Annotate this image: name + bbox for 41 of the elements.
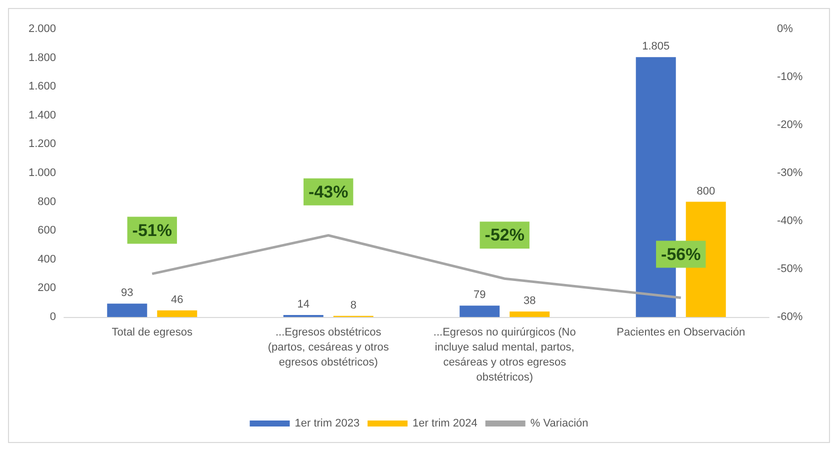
y2-tick-label: -60%: [777, 311, 803, 323]
data-label: -56%: [661, 244, 701, 264]
y-tick-label: 400: [38, 253, 56, 266]
y-tick-label: 800: [38, 196, 56, 208]
y2-tick-label: -30%: [777, 167, 803, 179]
bar: [510, 312, 550, 317]
y-tick-label: 1.600: [28, 80, 56, 93]
data-label: 8: [350, 299, 356, 312]
y-tick-label: 0: [50, 311, 56, 323]
data-label: -43%: [308, 182, 348, 202]
y-tick-label: 1.200: [28, 138, 56, 150]
data-label: 800: [696, 185, 716, 198]
y2-tick-label: -40%: [777, 215, 803, 227]
legend-label: % Variación: [530, 418, 588, 430]
y2-tick-label: -50%: [777, 263, 803, 275]
y2-tick-label: -10%: [777, 71, 803, 83]
bar: [460, 306, 500, 317]
y-tick-label: 1.800: [28, 52, 56, 64]
legend-label: 1er trim 2023: [294, 418, 360, 430]
y-tick-label: 1.400: [28, 109, 56, 122]
legend-label: 1er trim 2024: [412, 418, 478, 430]
y-tick-label: 200: [38, 282, 56, 294]
data-label: -52%: [484, 226, 524, 245]
bar: [157, 310, 198, 317]
data-label: -51%: [132, 220, 172, 240]
data-label: 1.805: [642, 40, 670, 53]
data-label: 46: [171, 294, 184, 306]
data-label: 14: [297, 298, 310, 310]
y-tick-label: 1.000: [28, 167, 56, 179]
x-tick-label: ...Egresos no quirúrgicos (No incluye salud mental, partos, cesáreas y otros egresos obstétricos): [433, 326, 576, 384]
y2-tick-label: 0%: [777, 23, 794, 35]
y-tick-label: 2.000: [28, 23, 56, 35]
y2-tick-label: -20%: [777, 119, 803, 131]
data-label: 79: [474, 289, 486, 302]
y-tick-label: 600: [38, 224, 56, 237]
x-tick-label: Pacientes en Observación: [616, 326, 746, 338]
data-label: 93: [121, 287, 134, 300]
x-tick-label: ...Egresos obstétricos (partos, cesáreas y otros egresos obstétricos): [268, 326, 390, 368]
data-label: 38: [524, 295, 536, 308]
bar: [107, 304, 148, 317]
x-tick-label: Total de egresos: [112, 326, 193, 338]
